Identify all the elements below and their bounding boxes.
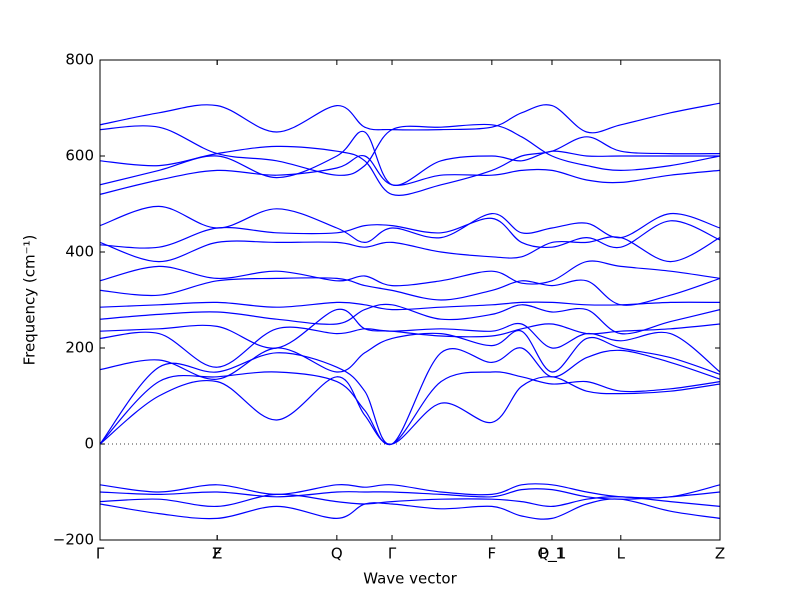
band-line [100, 347, 720, 445]
y-tick-label: 200 [65, 339, 94, 357]
band-line [100, 136, 720, 196]
x-tick-label: Z [715, 545, 725, 563]
band-line [100, 102, 720, 134]
band-line [100, 376, 720, 445]
x-tick-label: L [617, 545, 626, 563]
band-line [100, 308, 720, 349]
band-line [100, 301, 720, 311]
x-tick-label: Γ [388, 545, 397, 563]
x-tick-label: Q_1 [538, 545, 567, 564]
y-tick-label: 0 [84, 435, 94, 453]
band-line [100, 493, 720, 508]
band-line [100, 498, 720, 520]
band-line [100, 130, 720, 186]
band-line [100, 260, 720, 287]
x-tick-label: P_1 [539, 545, 565, 564]
y-tick-label: 600 [65, 147, 94, 165]
y-tick-label: 400 [65, 243, 94, 261]
x-tick-label: F [488, 545, 497, 563]
band-line [100, 483, 720, 499]
x-axis-label: Wave vector [363, 570, 457, 588]
band-line [100, 154, 720, 195]
y-tick-label: −200 [53, 531, 94, 549]
band-line [100, 371, 720, 445]
band-line [100, 322, 720, 373]
band-line [100, 303, 720, 335]
band-line [100, 236, 720, 263]
x-tick-label: Q [331, 545, 343, 563]
band-line [100, 205, 720, 244]
x-tick-label: Z [212, 545, 222, 563]
band-line [100, 329, 720, 380]
x-tick-label: Γ [96, 545, 105, 563]
y-axis-label: Frequency (cm⁻¹) [21, 235, 39, 366]
band-line [100, 123, 720, 176]
plot-frame [99, 59, 721, 541]
y-tick-label: 800 [65, 51, 94, 69]
band-line [100, 277, 720, 306]
x-tick-label: F [213, 545, 222, 563]
band-line [100, 217, 720, 249]
